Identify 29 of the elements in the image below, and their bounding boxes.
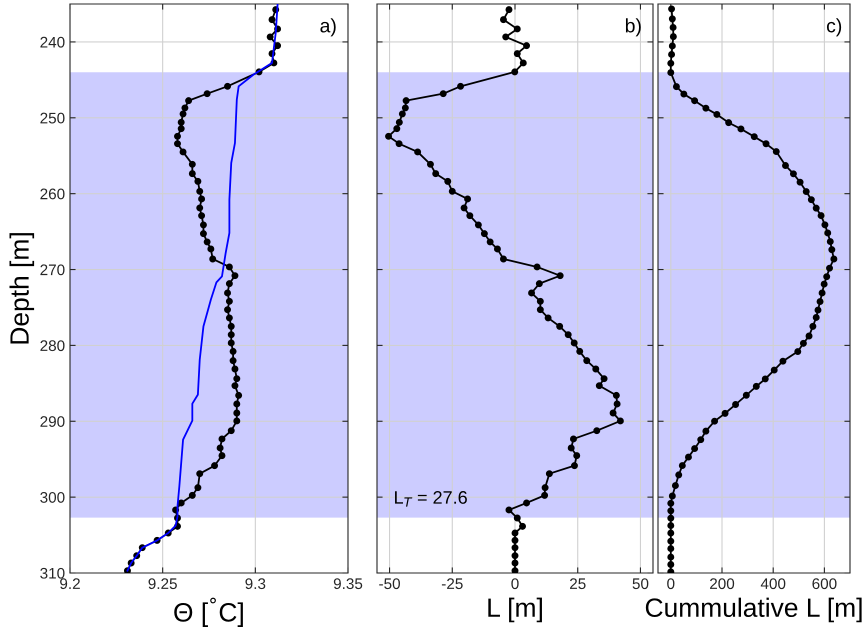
text: a)	[320, 18, 336, 36]
y-tick-label: 250	[40, 112, 65, 124]
text: c)	[826, 18, 842, 36]
x-tick-label: 9.35	[334, 578, 362, 590]
y-tick-label: 290	[40, 416, 65, 427]
x-axis-title: L [m]	[488, 598, 542, 622]
y-tick-label: 240	[40, 36, 65, 48]
y-tick-label: 300	[40, 492, 65, 503]
x-tick-label: 600	[812, 578, 837, 590]
x-tick-label: 200	[710, 578, 734, 590]
x-tick-label: 0	[511, 578, 519, 590]
y-axis-title: Depth [m]	[9, 233, 34, 344]
text: b)	[626, 18, 641, 36]
x-tick-label: 50	[632, 578, 648, 590]
x-tick-label: -50	[379, 578, 400, 590]
x-tick-label: 9.25	[148, 578, 177, 590]
x-tick-label: 9.2	[60, 578, 80, 590]
x-axis-title: Θ [$^{°}$C]	[174, 598, 243, 627]
annotation: L$_{T}$ = 27.6	[395, 491, 467, 507]
x-axis-title: Cummulative L [m]	[646, 598, 862, 622]
y-tick-label: 270	[40, 264, 65, 276]
y-tick-label: 280	[40, 340, 65, 352]
x-tick-label: 25	[570, 578, 586, 590]
x-tick-label: 9.3	[245, 578, 266, 590]
x-tick-label: 400	[760, 578, 786, 590]
y-tick-label: 260	[40, 188, 65, 200]
x-tick-label: 0	[667, 578, 674, 590]
x-tick-label: -25	[442, 578, 463, 590]
y-tick-label: 310	[40, 568, 65, 579]
